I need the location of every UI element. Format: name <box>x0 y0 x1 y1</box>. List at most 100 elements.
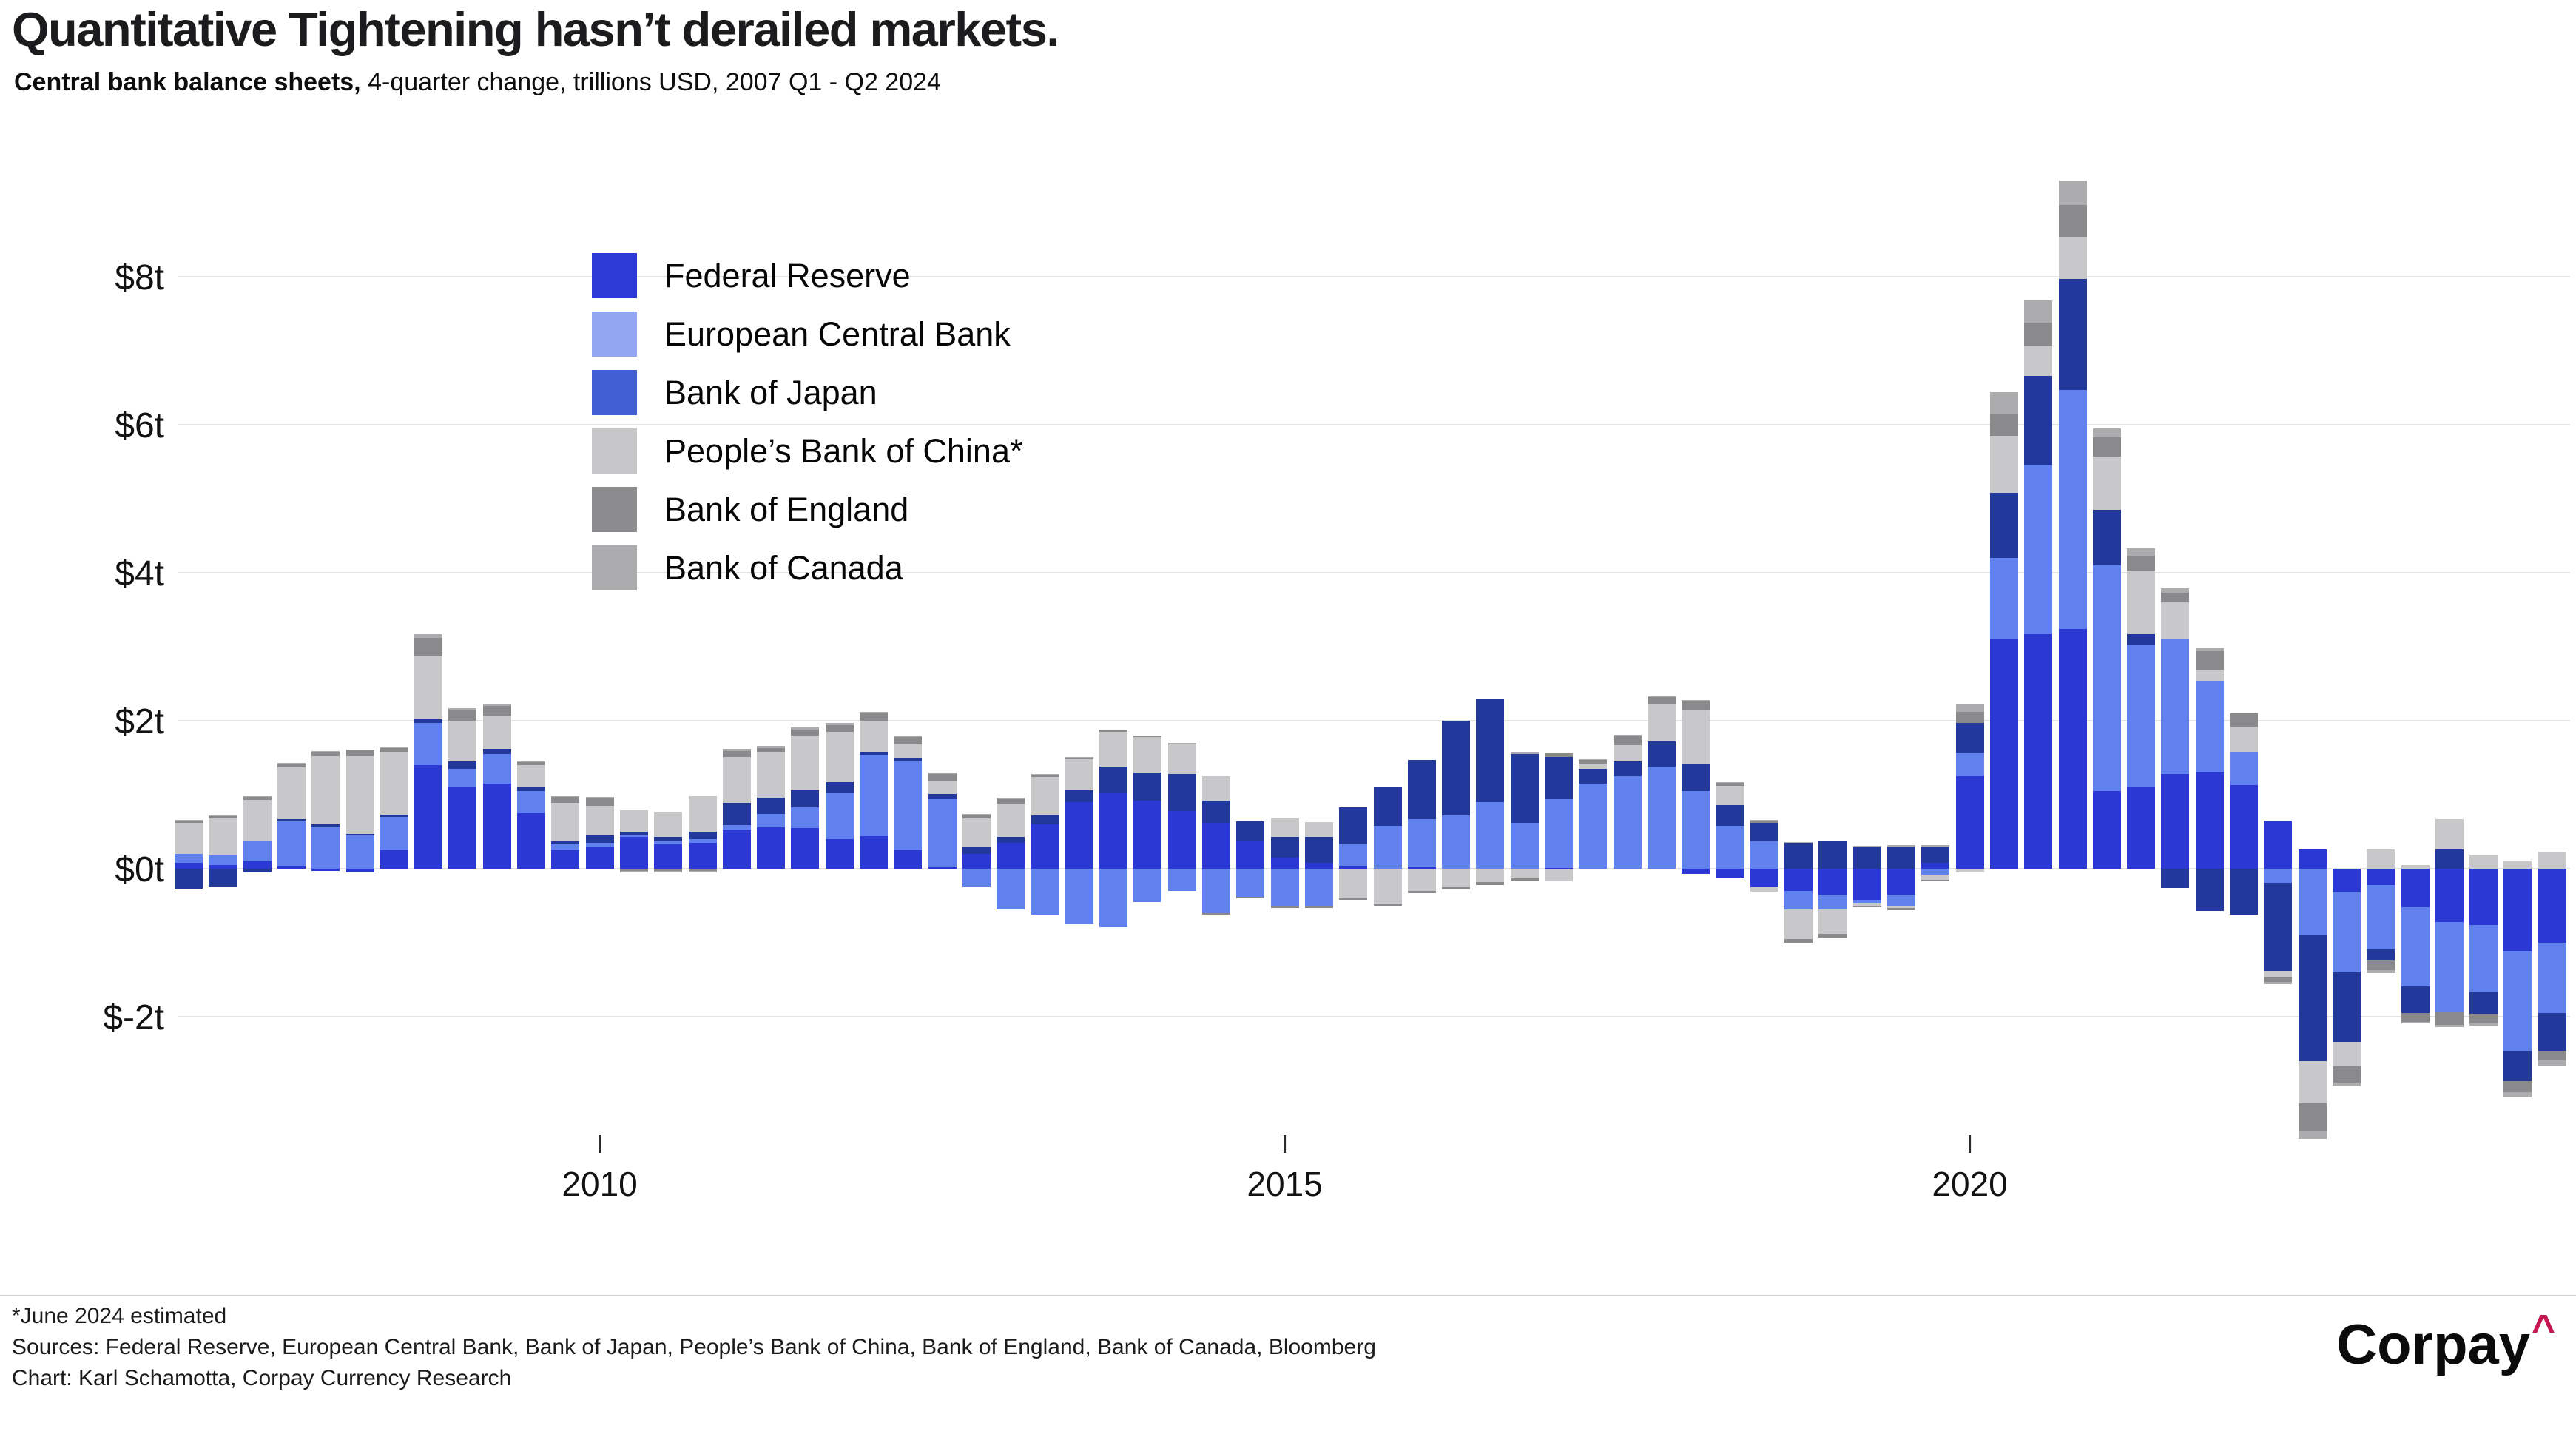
y-axis-label-4: $4t <box>115 554 164 593</box>
bar-segment-fed-2012Q4 <box>962 854 991 869</box>
bar-segment-boe-2021Q3 <box>2161 593 2189 602</box>
legend-label-pboc: People’s Bank of China* <box>664 431 1023 470</box>
bar-segment-boe-2013Q4 <box>1099 730 1127 732</box>
bar-segment-ecb-2019Q3 <box>1887 895 1915 906</box>
bar-segment-ecb-2008Q4 <box>414 723 442 765</box>
legend-item-ecb: European Central Bank <box>592 312 1023 357</box>
legend-swatch-icon-boe <box>592 487 637 532</box>
bar-segment-boe-2010Q1 <box>586 798 614 806</box>
bar-segment-boj-2022Q2 <box>2264 883 2292 971</box>
bar-segment-pboc-2016Q2 <box>1442 869 1470 887</box>
bar-segment-boc-2008Q1 <box>311 751 340 752</box>
bar-segment-pboc-2010Q3 <box>654 812 682 837</box>
bar-segment-boe-2015Q3 <box>1339 898 1367 900</box>
bar-segment-boj-2021Q2 <box>2127 634 2155 645</box>
bar-segment-pboc-2024Q2 <box>2538 852 2566 869</box>
bar-segment-boe-2014Q4 <box>1236 897 1264 898</box>
bar-segment-boe-2024Q1 <box>2503 1081 2532 1092</box>
bar-segment-fed-2009Q3 <box>517 813 545 869</box>
bar-segment-pboc-2009Q2 <box>483 716 511 749</box>
bar-segment-boj-2013Q3 <box>1065 790 1093 802</box>
bar-segment-fed-2021Q4 <box>2196 772 2224 869</box>
bar-segment-boe-2013Q1 <box>997 799 1025 804</box>
bar-segment-fed-2022Q4 <box>2333 869 2361 892</box>
bar-segment-ecb-2022Q4 <box>2333 892 2361 972</box>
bar-segment-pboc-2012Q2 <box>894 744 922 758</box>
bar-segment-ecb-2008Q2 <box>346 835 374 869</box>
bar-segment-pboc-2023Q2 <box>2401 865 2430 869</box>
bar-segment-ecb-2015Q3 <box>1339 844 1367 866</box>
bar-segment-boj-2019Q1 <box>1818 841 1847 869</box>
bar-segment-boj-2009Q3 <box>517 787 545 791</box>
bar-segment-pboc-2017Q2 <box>1579 764 1607 769</box>
bar-segment-boj-2009Q4 <box>551 841 579 844</box>
bar-segment-fed-2011Q1 <box>723 830 751 869</box>
bar-segment-boe-2014Q3 <box>1202 913 1230 915</box>
bar-segment-boe-2020Q3 <box>2024 323 2052 346</box>
bar-segment-boc-2019Q2 <box>1853 846 1881 847</box>
bar-segment-boc-2013Q1 <box>997 798 1025 799</box>
bar-segment-boe-2013Q2 <box>1031 775 1059 777</box>
bar-segment-ecb-2013Q1 <box>997 869 1025 909</box>
bar-segment-ecb-2014Q2 <box>1168 869 1196 891</box>
bar-segment-boj-2020Q1 <box>1956 723 1984 753</box>
bar-segment-boc-2009Q3 <box>517 761 545 762</box>
bar-segment-boc-2011Q3 <box>791 727 819 730</box>
bar-segment-fed-2014Q1 <box>1133 801 1161 869</box>
bar-segment-boe-2010Q4 <box>689 869 717 871</box>
bar-segment-ecb-2023Q4 <box>2469 925 2498 992</box>
bar-segment-pboc-2017Q4 <box>1648 704 1676 741</box>
bar-segment-boj-2010Q2 <box>620 832 648 835</box>
bar-segment-pboc-2015Q3 <box>1339 869 1367 898</box>
bar-segment-boj-2008Q4 <box>414 719 442 723</box>
bar-segment-ecb-2020Q2 <box>1990 558 2018 639</box>
sources-line: Sources: Federal Reserve, European Centr… <box>12 1335 1376 1359</box>
bar-segment-boj-2015Q4 <box>1374 787 1402 826</box>
bar-segment-pboc-2023Q3 <box>2435 819 2464 849</box>
bar-segment-ecb-2016Q1 <box>1408 819 1436 867</box>
bar-segment-boj-2011Q1 <box>723 803 751 825</box>
bar-segment-fed-2018Q1 <box>1682 869 1710 874</box>
bar-segment-ecb-2016Q4 <box>1511 823 1539 869</box>
bar-segment-ecb-2020Q1 <box>1956 753 1984 776</box>
bar-segment-boj-2015Q2 <box>1305 837 1333 863</box>
bar-segment-fed-2020Q2 <box>1990 639 2018 869</box>
bar-segment-boc-2010Q3 <box>654 871 682 872</box>
bar-segment-ecb-2019Q4 <box>1921 869 1949 875</box>
bar-segment-boc-2022Q4 <box>2333 1083 2361 1086</box>
bar-segment-fed-2024Q1 <box>2503 869 2532 951</box>
bar-segment-pboc-2007Q4 <box>277 767 306 819</box>
bar-segment-pboc-2009Q3 <box>517 765 545 787</box>
chart-subtitle: Central bank balance sheets, 4-quarter c… <box>14 68 941 97</box>
bar-segment-boj-2022Q3 <box>2299 935 2327 1061</box>
bar-segment-boj-2018Q1 <box>1682 764 1710 791</box>
bar-segment-boj-2008Q2 <box>346 834 374 835</box>
bar-segment-boe-2022Q1 <box>2230 713 2258 727</box>
bar-segment-ecb-2024Q2 <box>2538 943 2566 1013</box>
bar-segment-boj-2012Q3 <box>928 794 957 799</box>
legend-swatch-icon-ecb <box>592 312 637 357</box>
bar-segment-fed-2022Q1 <box>2230 785 2258 869</box>
bar-segment-boc-2013Q2 <box>1031 774 1059 775</box>
bar-segment-ecb-2013Q2 <box>1031 869 1059 915</box>
bar-segment-pboc-2009Q4 <box>551 803 579 841</box>
bar-segment-fed-2023Q1 <box>2367 869 2395 885</box>
bar-segment-boj-2007Q3 <box>243 869 272 872</box>
bar-segment-fed-2007Q1 <box>175 863 203 869</box>
bar-segment-pboc-2007Q1 <box>175 823 203 854</box>
bar-segment-pboc-2024Q1 <box>2503 861 2532 869</box>
bar-segment-pboc-2020Q3 <box>2024 346 2052 376</box>
bar-segment-fed-2018Q2 <box>1716 869 1744 878</box>
bar-segment-boj-2012Q1 <box>860 752 888 755</box>
bar-segment-boj-2013Q2 <box>1031 815 1059 824</box>
bar-segment-boj-2010Q3 <box>654 837 682 841</box>
bar-segment-fed-2021Q1 <box>2093 791 2121 869</box>
bar-segment-boc-2024Q2 <box>2538 1060 2566 1066</box>
bar-segment-boc-2009Q2 <box>483 704 511 706</box>
bar-segment-boj-2011Q4 <box>826 782 854 793</box>
bar-segment-boe-2018Q2 <box>1716 783 1744 786</box>
bar-segment-boe-2007Q2 <box>209 816 237 818</box>
bar-segment-ecb-2015Q2 <box>1305 869 1333 906</box>
bar-segment-ecb-2024Q1 <box>2503 951 2532 1051</box>
